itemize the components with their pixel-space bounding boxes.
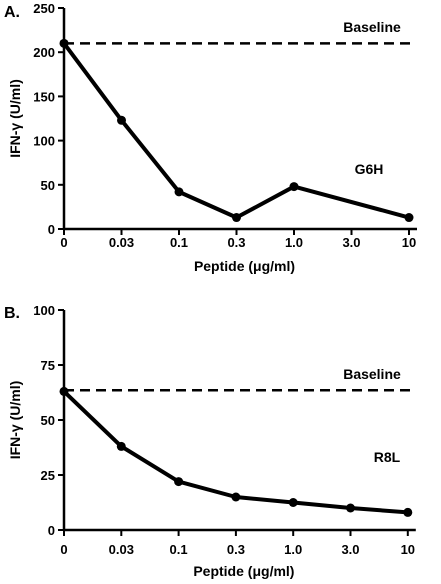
series-annotation: R8L <box>374 449 401 465</box>
x-tick-label: 3.0 <box>342 235 360 250</box>
data-point <box>288 498 298 507</box>
data-point <box>59 386 69 396</box>
x-axis-label: Peptide (μg/ml) <box>193 563 294 579</box>
y-axis-label: IFN-γ (U/ml) <box>7 381 23 460</box>
x-tick-label: 10 <box>401 542 415 557</box>
chart-panel-b: B. 0 25 50 75 100 0 0.03 0.1 0.3 1.0 3.0 10 Peptide (… <box>4 303 416 579</box>
x-tick-label: 1.0 <box>284 542 302 557</box>
series-annotation: G6H <box>355 161 384 177</box>
data-point <box>59 38 69 48</box>
y-tick-label: 250 <box>33 1 55 16</box>
x-tick-label: 0 <box>60 542 67 557</box>
data-point <box>117 115 126 125</box>
panel-label: B. <box>4 305 20 322</box>
y-tick-label: 0 <box>48 523 55 538</box>
x-tick-label: 0.1 <box>170 542 188 557</box>
x-tick-label: 0 <box>60 235 67 250</box>
y-tick-label: 50 <box>41 413 55 428</box>
data-point <box>116 441 126 451</box>
series-line <box>62 42 410 220</box>
y-tick-label: 150 <box>33 89 55 104</box>
y-tick-label: 25 <box>41 468 55 483</box>
baseline-label: Baseline <box>343 19 401 35</box>
y-tick-label: 50 <box>41 178 55 193</box>
data-point <box>289 182 299 192</box>
panel-label: A. <box>4 4 20 21</box>
x-axis-label: Peptide (μg/ml) <box>194 258 295 274</box>
x-tick-label: 0.3 <box>227 235 245 250</box>
x-tick-label: 1.0 <box>285 235 303 250</box>
data-point <box>231 492 241 502</box>
x-tick-label: 3.0 <box>341 542 359 557</box>
chart-panel-a: A. 0 50 100 150 200 250 0 0.03 0.1 0.3 1.0 3.0 10 Pept… <box>4 1 417 274</box>
x-tick-label: 10 <box>402 235 416 250</box>
y-tick-label: 0 <box>48 222 55 237</box>
y-axis-label: IFN-γ (U/ml) <box>7 79 23 158</box>
data-point <box>174 187 184 197</box>
baseline-label: Baseline <box>343 366 401 382</box>
x-tick-label: 0.3 <box>227 542 245 557</box>
data-point <box>174 477 184 487</box>
x-tick-label: 0.03 <box>109 235 134 250</box>
y-tick-label: 75 <box>41 358 55 373</box>
x-tick-label: 0.03 <box>109 542 134 557</box>
y-tick-label: 200 <box>33 45 55 60</box>
y-tick-label: 100 <box>33 303 55 318</box>
data-point <box>403 507 413 517</box>
data-point <box>232 213 241 223</box>
data-point <box>404 213 414 223</box>
y-tick-label: 100 <box>33 134 55 149</box>
data-point <box>346 503 355 513</box>
x-tick-label: 0.1 <box>170 235 188 250</box>
